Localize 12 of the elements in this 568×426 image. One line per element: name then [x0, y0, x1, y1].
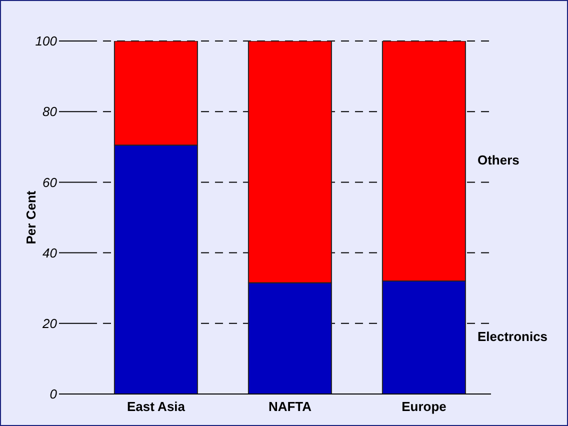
y-axis-title: Per Cent	[24, 190, 39, 244]
y-tick-label: 100	[35, 34, 58, 49]
series-label: Electronics	[477, 328, 548, 344]
series-label: Others	[477, 152, 520, 168]
x-tick-label: East Asia	[126, 399, 186, 414]
y-tick-label: 20	[42, 316, 58, 332]
x-tick-label: Europe	[402, 399, 446, 414]
y-tick-label: 0	[50, 386, 58, 402]
y-tick-label: 80	[42, 104, 58, 120]
x-tick-label: NAFTA	[268, 399, 312, 414]
y-tick-label: 60	[42, 174, 58, 190]
y-tick-label: 40	[42, 245, 58, 260]
